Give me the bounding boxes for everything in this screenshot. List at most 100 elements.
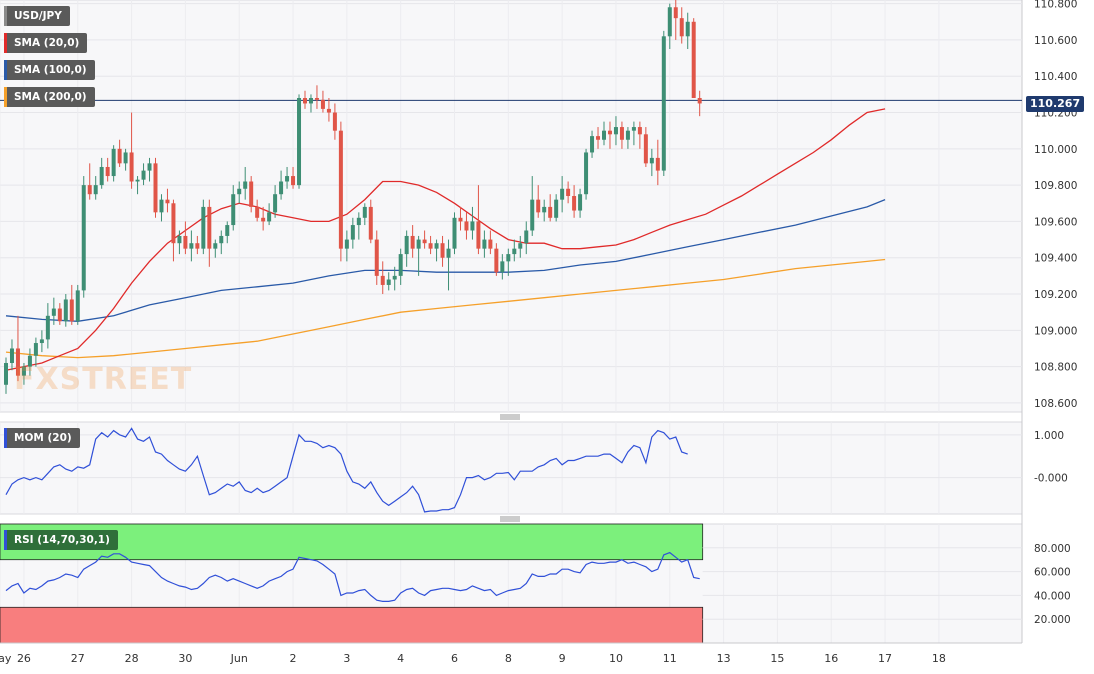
candle: [542, 199, 547, 222]
candle-body: [243, 181, 248, 189]
candle-body: [667, 7, 672, 37]
candle: [135, 176, 140, 195]
candle: [63, 294, 68, 327]
panel-background-2: [0, 421, 1023, 515]
x-tick-label: 13: [717, 652, 731, 665]
candle-body: [303, 98, 307, 104]
candle: [81, 176, 86, 298]
legend-color-swatch: [4, 60, 7, 80]
candle-body: [159, 199, 164, 213]
candle: [685, 12, 690, 50]
candle-body: [15, 348, 20, 376]
candle: [75, 284, 80, 325]
candle: [111, 145, 116, 182]
x-tick-label: 18: [932, 652, 946, 665]
candle-body: [75, 290, 80, 322]
candle-body: [63, 299, 68, 322]
candle: [661, 30, 666, 177]
rsi-oversold-zone: [0, 606, 704, 644]
x-tick-label: 11: [663, 652, 677, 665]
candle-body: [548, 206, 553, 218]
candle-body: [27, 355, 32, 367]
x-tick-label: 28: [125, 652, 139, 665]
candle: [404, 230, 409, 267]
candle: [679, 7, 684, 44]
candle: [4, 357, 8, 394]
candle: [57, 303, 62, 325]
candle-body: [590, 136, 595, 153]
x-tick-label: 2: [290, 652, 297, 665]
candle-body: [470, 221, 475, 231]
y-tick-label: 109.800: [1034, 180, 1077, 192]
candle-body: [117, 148, 122, 164]
x-tick-label: 27: [71, 652, 85, 665]
candle: [237, 181, 242, 204]
candle: [243, 166, 248, 200]
y-tick-label: 110.800: [1034, 0, 1077, 11]
legend-color-swatch: [4, 6, 7, 26]
rsi-line: [5, 551, 700, 603]
candle-body: [362, 206, 367, 218]
candle: [291, 166, 296, 189]
candle-body: [566, 188, 571, 197]
candle: [584, 148, 589, 200]
legend-label: RSI (14,70,30,1): [14, 534, 110, 546]
candle-body: [332, 112, 337, 131]
candle: [308, 94, 313, 113]
candle-body: [631, 127, 636, 131]
candle: [153, 157, 158, 218]
candle: [332, 103, 337, 140]
candle-body: [279, 181, 284, 195]
candle-body: [452, 217, 457, 249]
y-tick-label: 110.600: [1034, 35, 1077, 47]
candle-body: [135, 179, 140, 182]
candle-body: [506, 254, 511, 262]
candle: [21, 362, 26, 385]
candle-body: [350, 225, 355, 240]
candle-body: [578, 194, 583, 211]
candle-body: [643, 134, 648, 164]
candle-body: [237, 188, 242, 195]
candle: [303, 90, 307, 109]
candle-body: [440, 243, 445, 258]
candle-body: [422, 239, 427, 244]
candle: [446, 239, 451, 291]
candle: [625, 127, 630, 149]
legend-color-swatch: [4, 530, 7, 550]
candle: [273, 185, 278, 218]
candle: [159, 194, 164, 222]
candle-body: [476, 221, 481, 249]
candle: [362, 203, 367, 226]
candle-body: [500, 261, 505, 273]
candle: [602, 121, 606, 146]
candle: [177, 230, 182, 255]
legend-label: USD/JPY: [14, 10, 62, 22]
legend-rsi: RSI (14,70,30,1): [4, 530, 118, 550]
x-tick-label: 10: [609, 652, 623, 665]
candle: [697, 90, 702, 117]
candle-body: [207, 206, 212, 249]
candle: [105, 157, 110, 182]
legend-label: SMA (20,0): [14, 37, 80, 49]
candle-body: [524, 230, 529, 244]
candle-body: [572, 196, 577, 211]
candle: [607, 121, 612, 149]
y-tick-label: 109.200: [1034, 289, 1077, 301]
candle-body: [536, 199, 541, 213]
x-tick-label: 6: [451, 652, 458, 665]
sma200-line: [5, 258, 886, 359]
y-tick-label: 109.000: [1034, 325, 1077, 337]
candle-body: [249, 181, 254, 207]
candle-body: [9, 348, 14, 363]
candle: [386, 272, 391, 291]
candle: [476, 185, 481, 255]
candle-body: [297, 98, 302, 186]
candle: [279, 170, 284, 200]
candle: [440, 235, 445, 267]
candle: [368, 199, 373, 244]
candle-body: [596, 136, 601, 140]
candle-body: [434, 243, 439, 249]
candle: [643, 127, 648, 167]
candle-body: [554, 199, 559, 218]
